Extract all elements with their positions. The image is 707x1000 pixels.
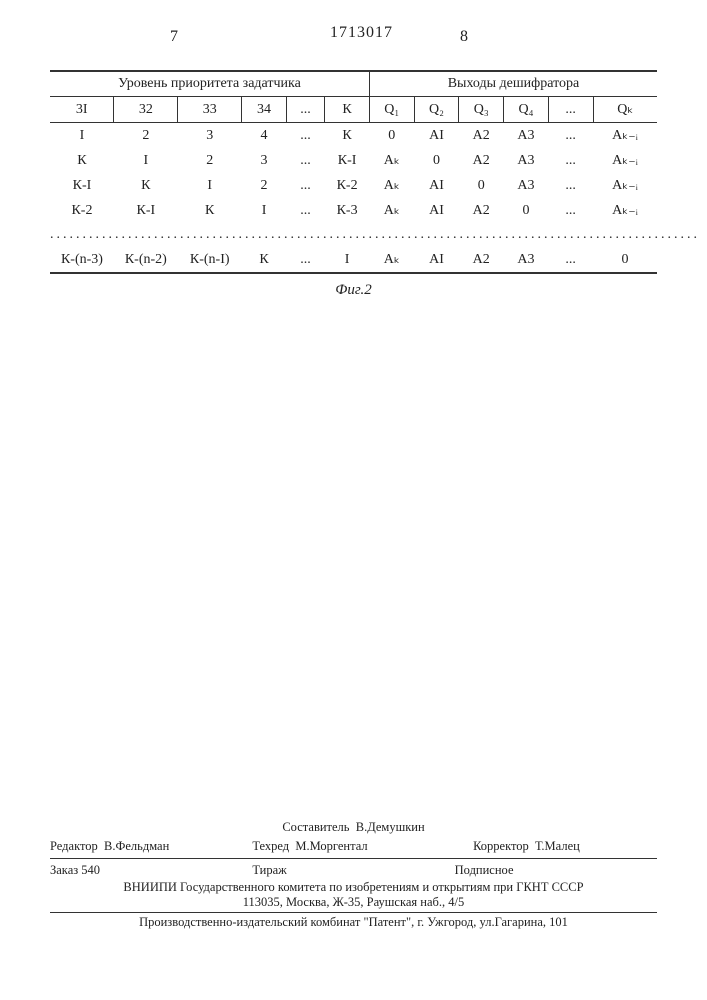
figure-caption: Фиг.2: [50, 282, 657, 299]
editor: Редактор В.Фельдман: [50, 839, 252, 854]
page-num-left: 7: [170, 28, 178, 46]
subheader-row: 3I 32 33 34 ... К Q₁ Q₂ Q₃ Q₄ ... Qₖ: [50, 97, 657, 122]
compiler: Составитель В.Демушкин: [282, 820, 424, 835]
page: 7 1713017 8 Уровень приоритета задатчика…: [0, 0, 707, 1000]
tirazh: Тираж: [252, 863, 454, 878]
priority-table: Уровень приоритета задатчика Выходы деши…: [50, 70, 657, 299]
col-Q2: Q₂: [414, 97, 459, 122]
ellipsis-row: ........................................…: [50, 223, 657, 247]
col-34: 34: [242, 97, 287, 122]
table-row: КI23...К-I Aₖ0A2A3...Aₖ₋ᵢ: [50, 148, 657, 173]
group-header-left: Уровень приоритета задатчика: [50, 72, 369, 96]
col-33: 33: [178, 97, 242, 122]
col-Qk: Qₖ: [593, 97, 657, 122]
col-32: 32: [114, 97, 178, 122]
table-row-last: К-(n-3)К-(n-2)К-(n-I)К...I AₖAIA2A3...0: [50, 247, 657, 272]
table-row: К-IКI2...К-2 AₖAI0A3...Aₖ₋ᵢ: [50, 173, 657, 198]
document-number: 1713017: [330, 24, 393, 42]
printer-line: Производственно-издательский комбинат "П…: [50, 915, 657, 930]
col-Q4: Q₄: [504, 97, 549, 122]
addr-line: 113035, Москва, Ж-35, Раушская наб., 4/5: [50, 895, 657, 910]
table-row: I234...К 0AIA2A3...Aₖ₋ᵢ: [50, 123, 657, 148]
page-num-right: 8: [460, 28, 468, 46]
table: Уровень приоритета задатчика Выходы деши…: [50, 72, 657, 272]
imprint-block: Составитель В.Демушкин Редактор В.Фельдм…: [50, 818, 657, 930]
group-header-right: Выходы дешифратора: [369, 72, 657, 96]
techred: Техред М.Моргентал: [252, 839, 473, 854]
col-Q3: Q₃: [459, 97, 504, 122]
col-K: К: [325, 97, 370, 122]
header-numbers: 7 1713017 8: [50, 20, 657, 60]
col-31: 3I: [50, 97, 114, 122]
podpisnoe: Подписное: [455, 863, 657, 878]
col-ell-l: ...: [286, 97, 324, 122]
org-line: ВНИИПИ Государственного комитета по изоб…: [50, 880, 657, 895]
order-number: Заказ 540: [50, 863, 252, 878]
col-Q1: Q₁: [369, 97, 414, 122]
col-ell-r: ...: [548, 97, 593, 122]
table-row: К-2К-IКI...К-3 AₖAIA20...Aₖ₋ᵢ: [50, 198, 657, 223]
corrector: Корректор Т.Малец: [473, 839, 657, 854]
